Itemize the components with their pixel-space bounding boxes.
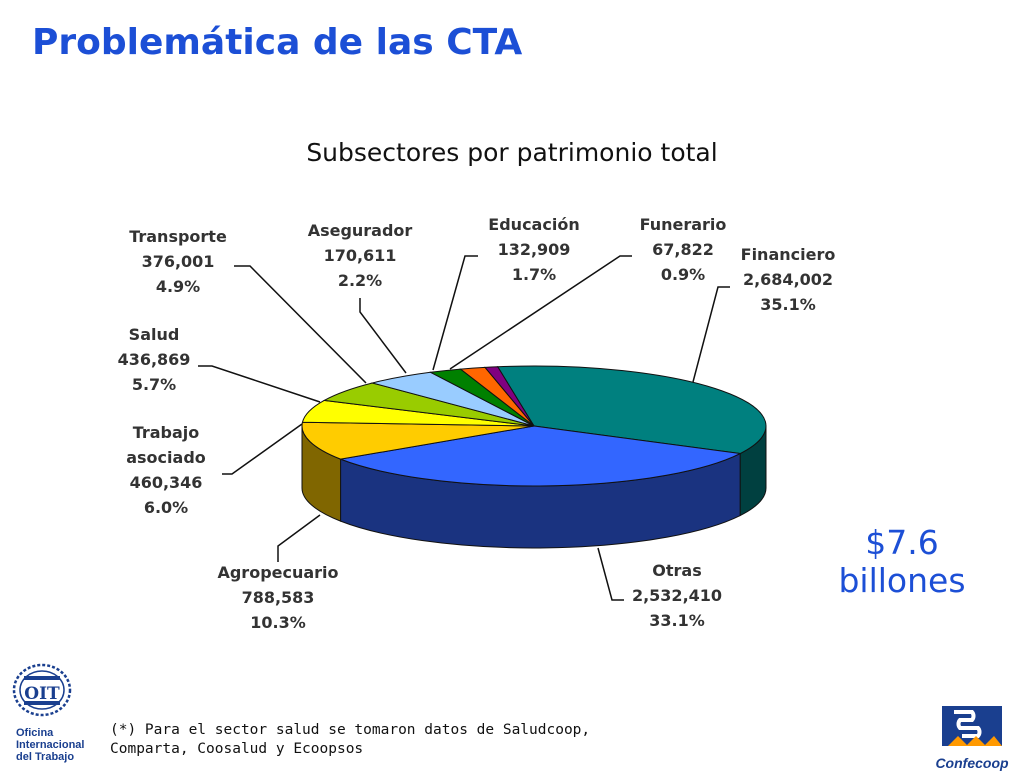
slide-title: Problemática de las CTA (32, 22, 523, 63)
slice-label-5-value_label: 376,001 (142, 252, 215, 271)
leader-line-6 (359, 298, 407, 374)
slice-label-6-percent: 2.2% (338, 271, 382, 290)
slice-label-4-label: Salud (129, 325, 180, 344)
slice-label-3-label_lines-0: Trabajo (133, 423, 200, 442)
slice-label-3-label_lines-1: asociado (126, 448, 206, 467)
total-value: $7.6 (865, 523, 939, 562)
slice-label-8-percent: 0.9% (661, 265, 705, 284)
slice-label-8-label: Funerario (640, 215, 727, 234)
slice-label-7-value_label: 132,909 (498, 240, 571, 259)
pie-slice-1 (338, 425, 742, 487)
slice-label-8-value_label: 67,822 (652, 240, 714, 259)
leader-line-4 (198, 365, 321, 403)
slice-label-1-percent: 33.1% (649, 611, 705, 630)
footnote-line-1: (*) Para el sector salud se tomaron dato… (110, 722, 591, 738)
leader-line-3 (222, 423, 303, 475)
leader-line-2 (277, 514, 321, 562)
leader-line-8 (449, 255, 632, 370)
oit-name-line-2: Internacional (16, 739, 85, 751)
slice-label-3-percent: 6.0% (144, 498, 188, 517)
confecoop-logo: Confecoop (926, 704, 1018, 771)
slice-label-0-value_label: 2,684,002 (743, 270, 833, 289)
slice-label-4-percent: 5.7% (132, 375, 176, 394)
oit-name: Oficina Internacional del Trabajo (16, 727, 90, 763)
leader-lines (198, 255, 730, 601)
pie-tops (301, 365, 767, 487)
slice-label-3-value_label: 460,346 (130, 473, 203, 492)
slice-label-4-value_label: 436,869 (118, 350, 191, 369)
pie-slice-0 (496, 365, 767, 455)
pie-sides (301, 425, 767, 549)
oit-name-line-3: del Trabajo (16, 751, 75, 763)
oit-logo: OIT Oficina Internacional del Trabajo (10, 662, 90, 763)
leader-line-5 (234, 265, 367, 384)
total-patrimonio: $7.6 billones (822, 524, 982, 600)
slice-label-5-percent: 4.9% (156, 277, 200, 296)
oit-emblem-icon: OIT (12, 663, 72, 717)
slice-label-1-value_label: 2,532,410 (632, 586, 722, 605)
oit-mark-text: OIT (24, 684, 60, 704)
total-unit: billones (838, 561, 966, 600)
slice-label-7-label: Educación (488, 215, 579, 234)
confecoop-emblem-icon (942, 706, 1002, 746)
slice-label-7-percent: 1.7% (512, 265, 556, 284)
footnote-line-2: Comparta, Coosalud y Ecoopsos (110, 741, 364, 757)
leader-line-0 (692, 286, 730, 383)
footnote: (*) Para el sector salud se tomaron dato… (110, 721, 590, 759)
slice-label-1-label: Otras (652, 561, 701, 580)
slice-label-0-label: Financiero (741, 245, 836, 264)
confecoop-name: Confecoop (935, 755, 1009, 771)
slice-label-6-label: Asegurador (308, 221, 413, 240)
slice-label-0-percent: 35.1% (760, 295, 816, 314)
slice-labels: Financiero 2,684,002 35.1% Otras 2,532,410 33… (118, 215, 836, 632)
leader-line-1 (597, 547, 624, 601)
leader-line-7 (432, 255, 478, 371)
chart-title: Subsectores por patrimonio total (306, 138, 718, 167)
slice-label-5-label: Transporte (129, 227, 227, 246)
slice-label-2-label: Agropecuario (217, 563, 338, 582)
slice-label-2-percent: 10.3% (250, 613, 306, 632)
slice-label-2-value_label: 788,583 (242, 588, 315, 607)
slice-label-6-value_label: 170,611 (324, 246, 397, 265)
oit-name-line-1: Oficina (16, 727, 54, 739)
pie-slice-8 (483, 366, 535, 427)
